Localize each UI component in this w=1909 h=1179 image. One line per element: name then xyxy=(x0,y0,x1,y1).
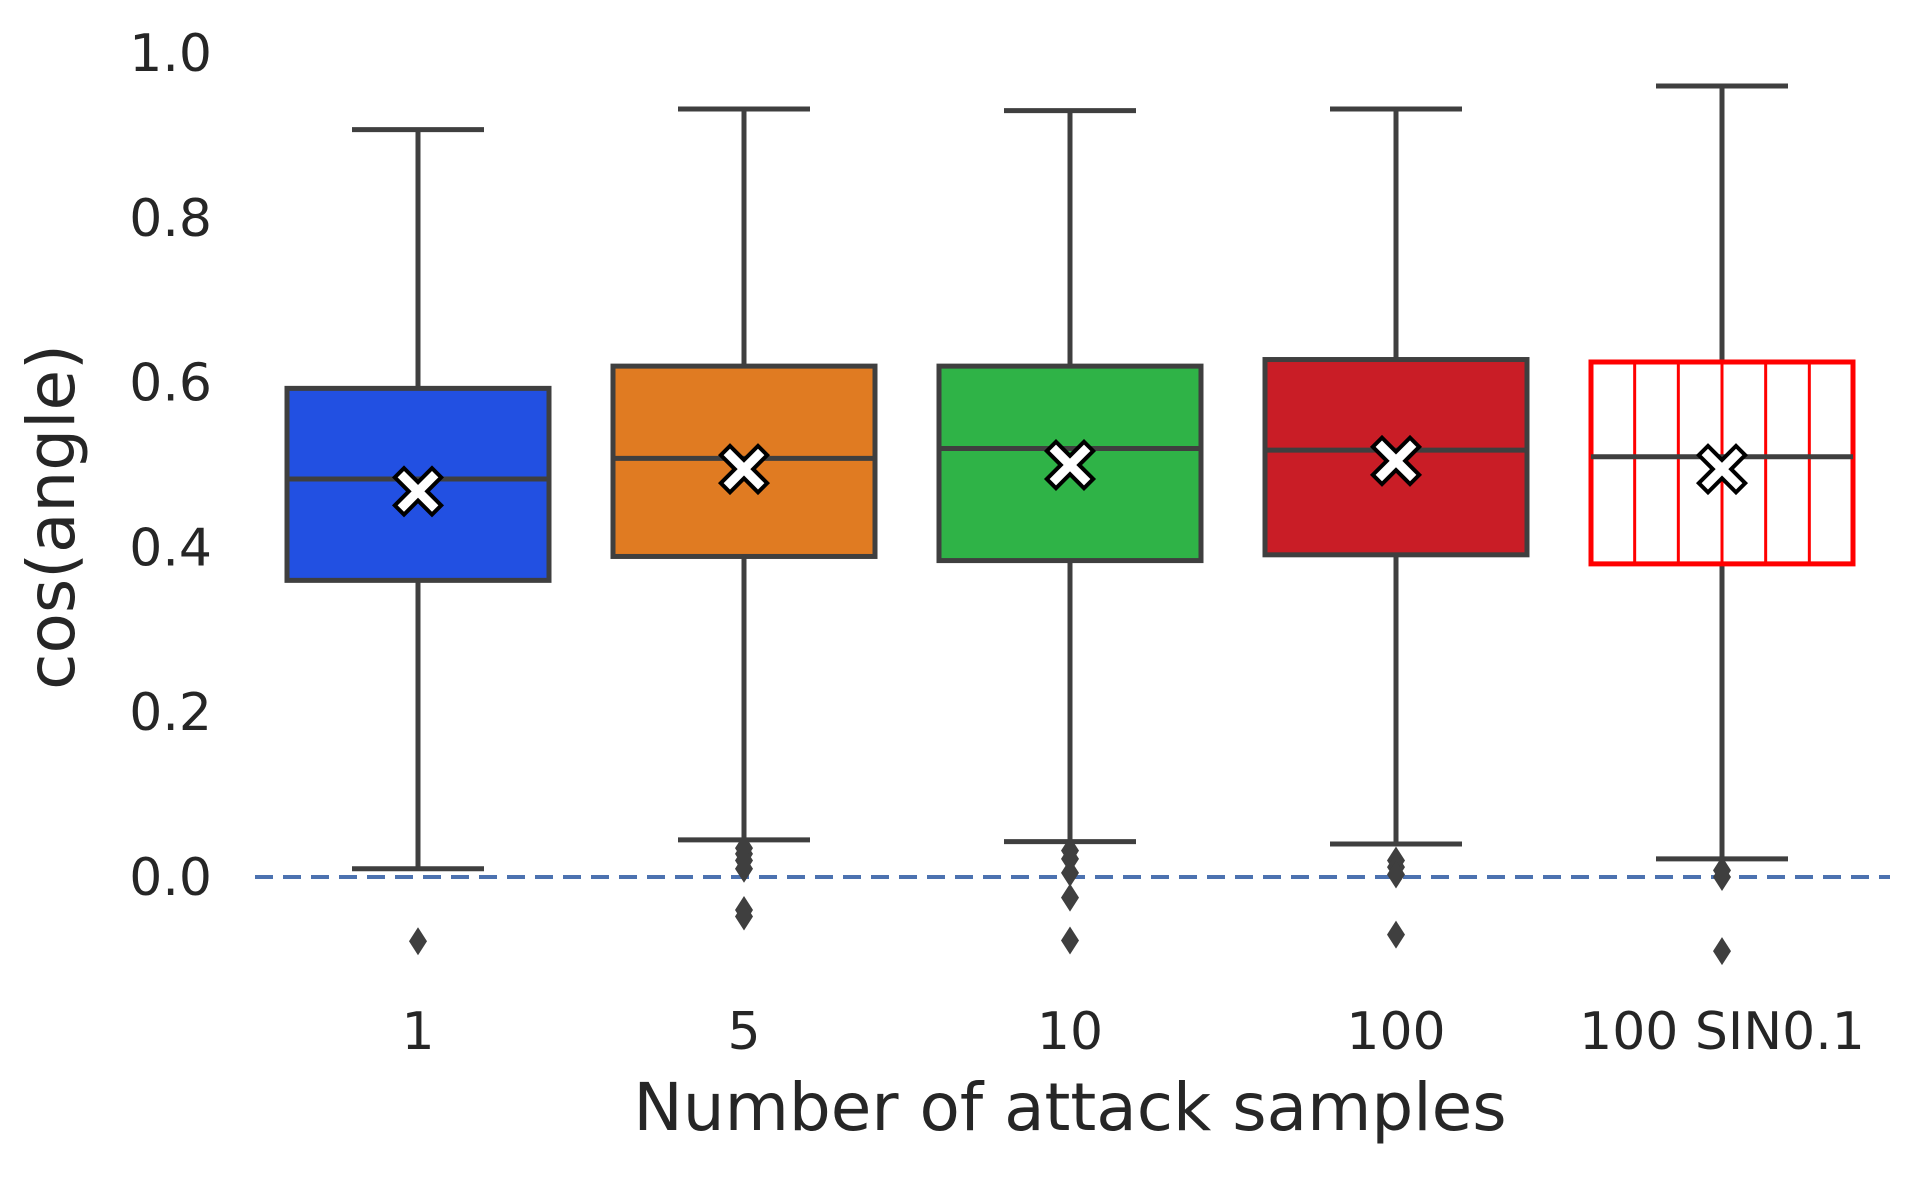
box-iqr xyxy=(936,363,1204,564)
y-tick-label: 0.0 xyxy=(129,848,212,908)
boxes-layer xyxy=(284,83,1856,966)
outlier-marker xyxy=(735,902,753,931)
outlier-marker xyxy=(1061,858,1079,887)
mean-marker xyxy=(1049,444,1091,486)
outlier-marker xyxy=(409,927,427,956)
mean-marker xyxy=(723,448,765,490)
x-tick-label: 100 SIN0.1 xyxy=(1579,1002,1865,1062)
mean-marker xyxy=(397,471,439,512)
y-tick-label: 0.2 xyxy=(129,683,212,743)
outlier-marker xyxy=(1713,863,1731,891)
y-tick-label: 0.6 xyxy=(129,354,212,414)
box-group-100-sin0.1 xyxy=(1588,83,1856,966)
outlier-marker xyxy=(1061,883,1079,912)
x-axis-title: Number of attack samples xyxy=(633,1069,1506,1146)
y-tick-label: 1.0 xyxy=(129,24,212,84)
outlier-marker xyxy=(1387,860,1405,889)
x-tick-label: 10 xyxy=(1037,1002,1103,1062)
mean-marker xyxy=(1701,448,1743,490)
y-tick-labels: 0.0 0.2 0.4 0.6 0.8 1.0 xyxy=(129,24,212,908)
outlier-marker xyxy=(1061,844,1079,873)
box-group-100 xyxy=(1262,106,1530,949)
outlier-marker xyxy=(1713,937,1731,966)
x-tick-label: 100 xyxy=(1346,1002,1445,1062)
box-group-1 xyxy=(284,127,552,956)
box-iqr xyxy=(610,363,878,559)
x-tick-label: 5 xyxy=(727,1002,760,1062)
outlier-marker xyxy=(735,854,753,883)
outlier-marker xyxy=(1061,926,1079,955)
y-tick-label: 0.4 xyxy=(129,518,212,578)
x-tick-label: 1 xyxy=(401,1002,434,1062)
y-tick-label: 0.8 xyxy=(129,189,212,249)
box-group-10 xyxy=(936,108,1204,955)
outlier-marker xyxy=(1387,920,1405,949)
mean-marker xyxy=(1375,440,1417,482)
box-group-5 xyxy=(610,106,878,931)
y-axis-title: cos(angle) xyxy=(13,344,90,690)
x-tick-labels: 1 5 10 100 100 SIN0.1 xyxy=(401,1002,1864,1062)
